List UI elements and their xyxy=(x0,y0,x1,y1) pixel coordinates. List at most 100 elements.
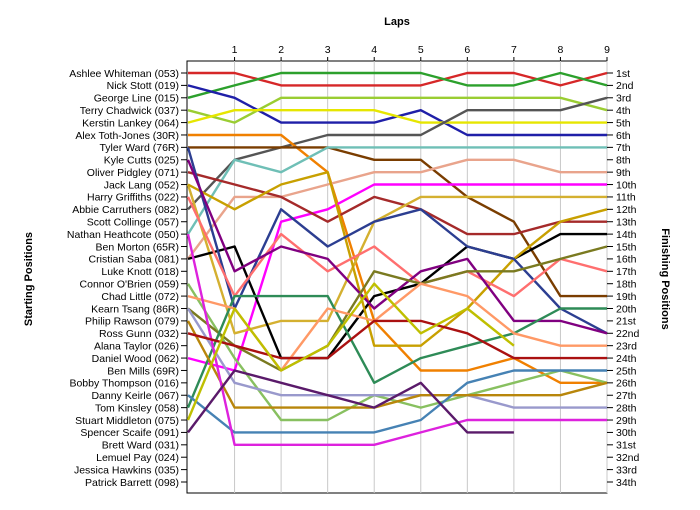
finishing-label: 18th xyxy=(616,278,637,290)
starting-label: Danny Keirle (067) xyxy=(91,390,179,402)
series-line xyxy=(186,184,607,335)
finishing-label: 7th xyxy=(616,142,631,154)
left-axis-label: Starting Positions xyxy=(23,232,35,326)
finishing-label: 19th xyxy=(616,291,637,303)
starting-label: Patrick Barrett (098) xyxy=(85,477,179,489)
series-line xyxy=(186,283,608,422)
series-lines xyxy=(186,71,608,446)
finishing-label: 15th xyxy=(616,241,637,253)
finishing-label: 10th xyxy=(616,179,637,191)
finishing-label: 16th xyxy=(616,254,637,266)
series-line xyxy=(187,96,608,211)
starting-label: Luke Knott (018) xyxy=(101,266,179,278)
starting-label: Philip Rawson (079) xyxy=(85,316,179,328)
finishing-label: 27th xyxy=(616,390,637,402)
starting-label: Kearn Tsang (86R) xyxy=(91,303,179,315)
starting-label: Oliver Pidgley (071) xyxy=(87,167,179,179)
series-line xyxy=(186,233,607,446)
x-tick-label: 1 xyxy=(232,44,238,56)
starting-label: Daniel Wood (062) xyxy=(92,353,179,365)
finishing-label: 29th xyxy=(616,415,637,427)
series-line xyxy=(186,294,607,409)
finishing-label: 1st xyxy=(616,68,630,80)
finishing-label: 2nd xyxy=(616,80,634,92)
x-tick-label: 9 xyxy=(604,44,610,56)
finishing-label: 14th xyxy=(616,229,637,241)
starting-label: Jessica Hawkins (035) xyxy=(74,464,179,476)
finishing-label: 11th xyxy=(616,192,636,204)
series-line xyxy=(186,147,608,335)
starting-label: Ben Mills (69R) xyxy=(107,365,179,377)
series-line xyxy=(187,108,607,124)
series-line xyxy=(187,319,607,360)
series-line xyxy=(187,170,608,347)
finishing-label: 34th xyxy=(616,477,637,489)
finishing-label: 5th xyxy=(616,117,631,129)
x-tick-label: 6 xyxy=(464,44,470,56)
x-tick-label: 2 xyxy=(278,44,284,56)
x-tick-label: 8 xyxy=(558,44,564,56)
x-tick-label: 7 xyxy=(511,44,517,56)
series-line xyxy=(188,71,608,87)
finishing-label: 6th xyxy=(616,130,631,142)
series-line xyxy=(186,196,608,298)
starting-label: Lemuel Pay (024) xyxy=(96,452,179,464)
right-axis-label: Finishing Positions xyxy=(659,228,671,329)
starting-label: Tyler Ward (76R) xyxy=(99,142,179,154)
starting-label: George Line (015) xyxy=(94,93,179,105)
chart-title: Laps xyxy=(384,16,410,28)
finishing-label: 13th xyxy=(616,217,637,229)
starting-label: Nathan Heathcote (050) xyxy=(67,229,179,241)
starting-label: Ross Gunn (032) xyxy=(99,328,179,340)
series-line xyxy=(187,245,608,372)
starting-label: Spencer Scaife (091) xyxy=(80,427,179,439)
starting-label: Ben Morton (65R) xyxy=(96,241,179,253)
series-line xyxy=(188,146,607,298)
series-line xyxy=(187,171,607,236)
starting-label: Harry Griffiths (022) xyxy=(87,192,179,204)
finishing-label: 22nd xyxy=(616,328,640,340)
finishing-label: 32nd xyxy=(616,452,640,464)
starting-label: Stuart Middleton (075) xyxy=(75,415,179,427)
starting-label: Chad Little (072) xyxy=(101,291,179,303)
starting-label: Kyle Cutts (025) xyxy=(104,155,179,167)
finishing-label: 12th xyxy=(616,204,637,216)
x-tick-label: 4 xyxy=(371,44,377,56)
starting-label: Scott Collinge (057) xyxy=(87,217,179,229)
starting-label: Abbie Carruthers (082) xyxy=(72,204,179,216)
finishing-label: 31st xyxy=(616,440,636,452)
starting-label: Kerstin Lankey (064) xyxy=(82,117,179,129)
series-line xyxy=(187,369,514,434)
starting-label: Jack Lang (052) xyxy=(104,179,179,191)
x-tick-label: 5 xyxy=(418,44,424,56)
x-tick-label: 3 xyxy=(325,44,331,56)
starting-labels: Ashlee Whiteman (053)Nick Stott (019)Geo… xyxy=(67,68,187,489)
finishing-label: 21st xyxy=(616,316,636,328)
starting-label: Terry Chadwick (037) xyxy=(80,105,179,117)
finishing-label: 28th xyxy=(616,402,637,414)
starting-label: Ashlee Whiteman (053) xyxy=(69,68,179,80)
grid-lines xyxy=(234,61,608,493)
finishing-label: 8th xyxy=(616,155,631,167)
x-axis-ticks: 1 2 3 4 5 6 7 8 9 xyxy=(232,44,610,61)
finishing-label: 24th xyxy=(616,353,637,365)
starting-label: Alana Taylor (026) xyxy=(94,340,179,352)
series-line xyxy=(187,369,607,434)
finishing-label: 33rd xyxy=(616,464,637,476)
finishing-label: 17th xyxy=(616,266,637,278)
starting-label: Brett Ward (031) xyxy=(102,440,179,452)
starting-label: Alex Toth-Jones (30R) xyxy=(75,130,179,142)
finishing-label: 3rd xyxy=(616,93,631,105)
starting-label: Connor O'Brien (059) xyxy=(80,278,179,290)
finishing-label: 4th xyxy=(616,105,631,117)
starting-label: Tom Kinsley (058) xyxy=(95,402,179,414)
finishing-label: 9th xyxy=(616,167,631,179)
starting-label: Nick Stott (019) xyxy=(107,80,179,92)
finishing-label: 25th xyxy=(616,365,637,377)
finishing-label: 20th xyxy=(616,303,637,315)
starting-label: Cristian Saba (081) xyxy=(89,254,179,266)
starting-label: Bobby Thompson (016) xyxy=(69,378,179,390)
series-line xyxy=(186,320,608,409)
finishing-labels: 1st2nd3rd4th5th6th7th8th9th10th11th12th1… xyxy=(607,68,640,489)
